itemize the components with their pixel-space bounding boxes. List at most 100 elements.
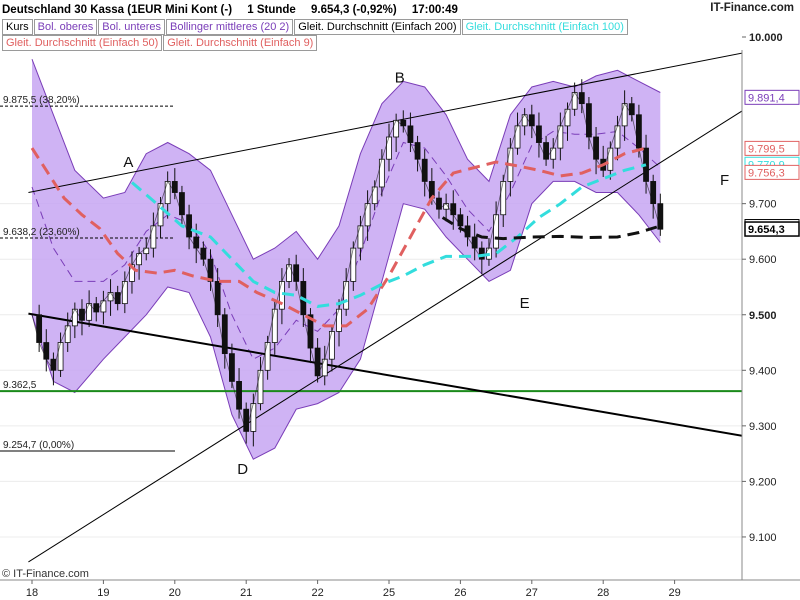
candle-body [328,331,335,360]
pattern-label-c: C [623,32,634,49]
x-tick-label: 26 [454,587,466,599]
candle-body [186,214,192,238]
candle-body [628,103,635,116]
trend-line-falling-trend [28,312,742,437]
candle-body [500,181,507,216]
candle-body [286,264,292,282]
candle-body [586,103,592,138]
candle-body [371,186,378,205]
candle-body [564,108,571,127]
legend-bol-oberes[interactable]: Bol. oberes [33,19,98,35]
candle-body [657,203,664,230]
candle-body [264,342,271,371]
candle-body [343,281,350,310]
candle-body [221,314,228,355]
legend-bol-unteres[interactable]: Bol. unteres [98,19,165,35]
candle-body [236,381,242,410]
candle-body [493,214,500,249]
legend-sma-100[interactable]: Gleit. Durchschnitt (Einfach 100) [461,19,628,35]
candle-body [243,408,250,432]
interval-label: 1 Stunde [247,4,296,16]
legend-sma-50[interactable]: Gleit. Durchschnitt (Einfach 50) [2,35,163,51]
candle-body [393,119,400,138]
legend-sma-200[interactable]: Gleit. Durchschnitt (Einfach 200) [294,19,461,35]
candle-body [457,214,464,227]
candle-body [614,125,621,149]
candle-body [321,358,328,377]
legend-row-1: Kurs Bol. oberes Bol. unteres Bollinger mit… [2,19,629,35]
pattern-label-f: F [720,172,729,189]
pattern-label-b: B [395,70,405,87]
candle-body [250,403,257,432]
candle-body [57,342,64,371]
trend-line-upper-trend [28,52,742,194]
y-tick-label: 10.000 [749,32,783,44]
series-bol-oberes [31,59,661,261]
legend-bollinger-mittleres[interactable]: Bollinger mittleres (20 2) [165,19,294,35]
candle-body [93,303,100,313]
candle-body [214,281,221,316]
candle-body [336,308,342,332]
candle-body [471,236,478,249]
candle-body [528,114,535,127]
series-sma-50 [30,146,647,328]
quote-value: 9.654,3 (-0,92%) [311,4,397,16]
candle-body [350,247,357,282]
chart-header: Deutschland 30 Kassa (1EUR Mini Kont (-)… [0,0,800,51]
y-tick-label: 9.200 [749,476,777,488]
price-label-box [744,221,800,237]
series-kurs [31,91,661,433]
x-tick-label: 21 [240,587,252,599]
price-label-text: 9.891,4 [748,92,785,104]
candle-body [293,264,300,282]
x-tick-label: 22 [311,587,323,599]
candle-body [521,114,528,127]
candle-body [378,158,385,188]
candle-body [271,308,278,343]
price-label-box [744,140,800,156]
price-label: 9.799,5 [744,140,800,156]
candle-body [421,158,428,182]
candle-body [43,342,50,360]
candle-body [650,181,657,205]
y-tick-label: 9.300 [749,421,777,433]
candle-body [478,247,485,260]
candle-body [278,281,285,310]
candle-body [364,203,371,227]
candle-body [36,314,43,343]
price-label: 9.756,3 [744,164,800,180]
x-tick-label: 29 [668,587,680,599]
legend-sma-9[interactable]: Gleit. Durchschnitt (Einfach 9) [163,35,318,51]
price-label-box [744,164,800,180]
candle-body [550,147,557,160]
candle-body [593,136,599,160]
candle-body [200,247,207,260]
plot-area: 9.875,5 (38,20%) 9.638,2 (23,60%) 9.362,5 9… [0,32,742,563]
pattern-label-e: E [520,295,530,312]
fib-level-label: 9.875,5 (38,20%) [3,95,80,106]
copyright-label: © IT-Finance.com [2,568,89,580]
pattern-label-a: A [123,154,133,171]
candle-body [578,92,585,105]
price-label-box [744,89,800,105]
fib-level-label: 9.362,5 [3,380,37,391]
trend-line-rising-wedge-lower [28,110,742,563]
candle-body [136,253,143,266]
y-tick-label: 9.400 [749,365,777,377]
legend-kurs[interactable]: Kurs [2,19,33,35]
series-sma-200 [441,216,658,241]
fib-level-label: 9.638,2 (23,60%) [3,227,80,238]
x-tick-label: 25 [383,587,395,599]
x-tick-label: 18 [26,587,38,599]
candle-body [357,225,364,249]
candle-body [536,125,542,143]
candle-body [257,369,264,405]
price-label: 9.891,4 [744,89,800,105]
y-tick-label: 9.500 [749,310,777,322]
candle-body [179,192,185,216]
y-tick-label: 9.700 [749,199,777,211]
legend-row-2: Gleit. Durchschnitt (Einfach 50) Gleit. D… [2,35,318,51]
fib-level-label: 9.254,7 (0,00%) [3,440,74,451]
candle-body [193,236,200,249]
